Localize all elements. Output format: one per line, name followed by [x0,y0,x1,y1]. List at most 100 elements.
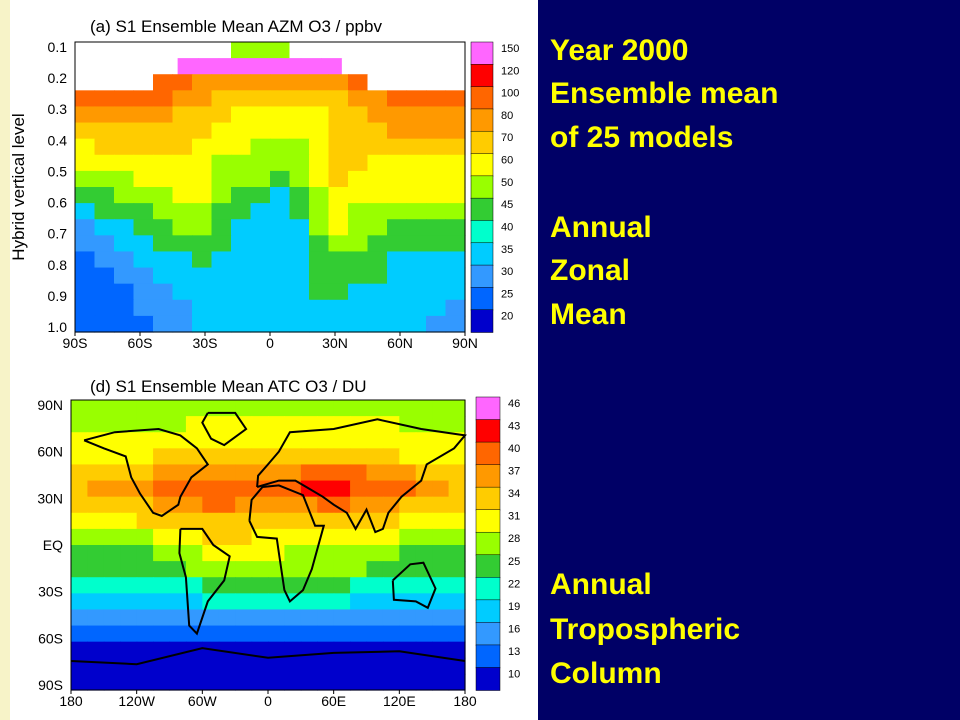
heatmap-cell [192,90,213,108]
colorbar-label: 150 [501,43,519,55]
heatmap-cell [382,673,400,691]
heatmap-cell [94,187,115,204]
heatmap-cell [153,593,171,611]
heatmap-cell [415,432,433,449]
heatmap-cell [348,138,369,156]
heatmap-cell [87,641,105,659]
heatmap-cell [426,187,447,204]
heatmap-cell [75,154,96,172]
heatmap-cell [432,577,450,594]
heatmap-cell [120,593,138,611]
heatmap-cell [367,106,388,124]
heatmap-cell [284,528,302,546]
heatmap-cell [239,58,261,75]
y-tick-label: 30S [38,584,63,600]
heatmap-cell [250,315,271,333]
heatmap-cell [350,641,368,659]
heatmap-cell [136,545,154,562]
heatmap-cell [169,448,187,466]
heatmap-cell [289,283,310,301]
heatmap-cell [103,400,121,417]
colorbar-label: 120 [501,65,519,77]
heatmap-cell [71,464,89,482]
heatmap-cell [136,561,154,578]
heatmap-cell [169,657,187,675]
heatmap-cell [153,90,174,108]
heatmap-cell [406,90,427,108]
text-line-ensemble: Ensemble mean [550,77,779,110]
heatmap-cell [333,448,351,466]
heatmap-cell [75,122,96,140]
heatmap-cell [87,545,105,562]
heatmap-cell [300,512,318,530]
heatmap-cell [153,512,171,530]
colorbar-swatch [475,509,501,533]
heatmap-cell [328,299,349,317]
heatmap-cell [192,74,213,91]
heatmap-cell [153,400,171,417]
heatmap-cell [103,416,121,433]
heatmap-cell [309,267,330,285]
heatmap-cell [120,528,138,546]
heatmap-cell [192,251,213,269]
heatmap-cell [136,512,154,530]
heatmap-cell [445,315,466,333]
heatmap-cell [448,464,466,482]
chart-title: (a) S1 Ensemble Mean AZM O3 / ppbv [90,17,382,36]
heatmap-cell [328,138,349,156]
heatmap-cell [268,673,286,691]
heatmap-cell [218,58,240,75]
heatmap-cell [251,577,269,594]
heatmap-cell [270,267,291,285]
heatmap-cell [268,625,286,643]
heatmap-cell [333,609,351,627]
heatmap-cell [235,593,253,611]
heatmap-cell [387,74,408,91]
heatmap-cell [75,251,96,269]
heatmap-cell [387,283,408,301]
colorbar-swatch [475,644,501,669]
heatmap-cell [426,219,447,236]
heatmap-cell [185,625,203,643]
heatmap-cell [415,577,433,594]
text-line-tropospheric: Tropospheric [550,613,741,646]
heatmap-cell [432,545,450,562]
heatmap-cell [250,251,271,269]
heatmap-cell [445,154,466,172]
heatmap-cell [103,528,121,546]
heatmap-cell [218,512,236,530]
heatmap-cell [415,512,433,530]
heatmap-cell [133,90,154,108]
heatmap-cell [153,251,174,269]
heatmap-cell [235,561,253,578]
heatmap-cell [328,235,349,253]
heatmap-cell [153,203,174,220]
heatmap-cell [382,416,400,433]
heatmap-cell [350,512,368,530]
heatmap-cell [284,448,302,466]
heatmap-cell [185,416,203,433]
heatmap-cell [382,480,400,498]
colorbar-swatch [475,419,501,443]
heatmap-cell [120,512,138,530]
heatmap-cell [94,315,115,333]
y-tick-label: 90S [38,677,63,693]
heatmap-cell [218,448,236,466]
heatmap-cell [71,625,89,643]
heatmap-cell [289,90,310,108]
heatmap-cell [75,315,96,333]
heatmap-cell [235,512,253,530]
heatmap-cell [300,58,322,75]
x-tick-label: 60W [188,693,218,709]
heatmap-cell [333,416,351,433]
heatmap-cell [120,609,138,627]
heatmap-cell [202,512,220,530]
heatmap-cell [218,641,236,659]
heatmap-cell [382,641,400,659]
heatmap-cell [172,283,193,301]
heatmap-cell [231,187,252,204]
heatmap-cell [448,641,466,659]
heatmap-cell [328,267,349,285]
colorbar-label: 50 [501,177,513,189]
y-tick-label: EQ [43,537,63,553]
